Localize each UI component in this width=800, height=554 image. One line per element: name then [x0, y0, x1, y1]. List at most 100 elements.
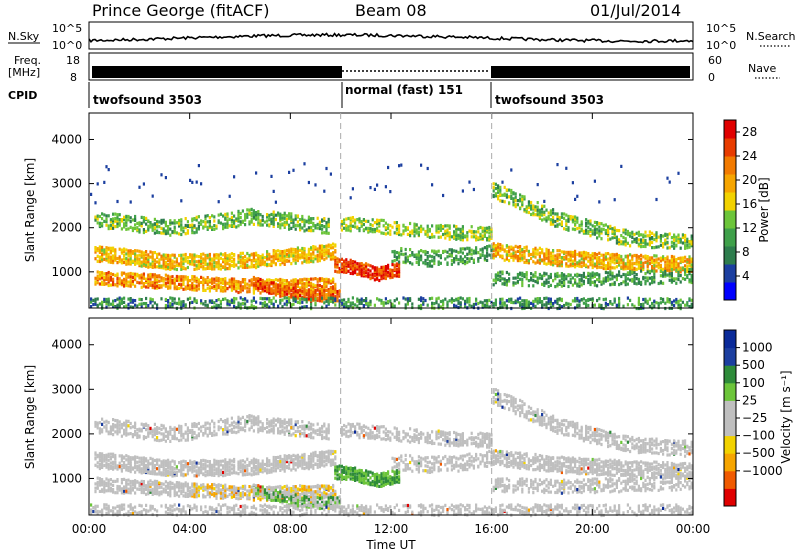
power-cell	[182, 282, 185, 286]
power-cell	[670, 264, 673, 268]
power-cell	[274, 251, 277, 255]
power-cell	[303, 284, 306, 288]
velocity-cell	[112, 452, 115, 456]
power-cell	[651, 269, 654, 273]
noise-trace	[88, 32, 694, 44]
power-cell	[596, 266, 599, 270]
velocity-cell	[98, 427, 101, 431]
power-cell	[611, 231, 614, 235]
power-cell	[556, 223, 559, 227]
power-cell	[398, 254, 401, 258]
power-cell	[538, 272, 541, 277]
velocity-cell	[103, 420, 106, 424]
power-cell	[457, 262, 460, 266]
power-cell	[305, 258, 308, 262]
velocity-cell	[109, 456, 112, 460]
power-cell	[483, 256, 486, 260]
power-cell	[312, 245, 315, 249]
power-cell	[541, 218, 544, 222]
power-cell	[382, 218, 385, 223]
power-cell	[116, 297, 119, 301]
power-cell	[545, 247, 548, 251]
power-cell	[437, 305, 440, 309]
power-cell	[184, 256, 187, 260]
power-cell	[565, 166, 568, 170]
power-cell	[532, 278, 535, 283]
velocity-cell	[94, 451, 97, 455]
velocity-cell	[136, 511, 139, 515]
power-cell	[677, 273, 680, 277]
power-cell	[252, 256, 255, 260]
power-cell	[600, 280, 603, 284]
power-cell	[246, 257, 249, 261]
power-cell	[241, 209, 244, 213]
power-cell	[327, 220, 330, 224]
power-cell	[151, 280, 154, 285]
power-cell	[481, 247, 484, 251]
power-cell	[151, 304, 154, 308]
power-cell	[290, 286, 293, 290]
power-cell	[657, 281, 660, 286]
power-cell	[499, 278, 502, 282]
power-cell	[622, 261, 625, 265]
power-cell	[109, 226, 112, 230]
power-cell	[378, 218, 381, 223]
power-cell	[314, 254, 317, 258]
power-cell	[369, 299, 372, 303]
power-cell	[556, 253, 559, 257]
power-cell	[457, 296, 460, 301]
velocity-cell	[123, 465, 126, 470]
power-cell	[668, 274, 671, 278]
power-cell	[613, 198, 616, 202]
power-cell	[593, 220, 596, 224]
power-cell	[633, 304, 636, 308]
power-cell	[325, 288, 328, 292]
power-cell	[644, 241, 647, 245]
power-cell	[444, 236, 447, 240]
power-cell	[252, 298, 255, 302]
power-cell	[646, 256, 649, 260]
power-cell	[547, 259, 550, 263]
power-cell	[252, 287, 255, 292]
power-cell	[211, 299, 214, 303]
power-cell	[118, 304, 121, 309]
velocity-cell	[101, 456, 104, 460]
power-cell	[574, 280, 577, 284]
power-cell	[393, 259, 396, 263]
power-cell	[96, 254, 99, 258]
velocity-cell	[129, 460, 132, 464]
velocity-cell	[94, 420, 97, 425]
velocity-cell	[109, 478, 112, 482]
power-cell	[530, 212, 533, 217]
velocity-cell	[125, 463, 128, 467]
power-cell	[604, 229, 607, 233]
power-cell	[160, 264, 163, 268]
power-cell	[140, 285, 143, 289]
power-cell	[563, 303, 566, 308]
power-cell	[131, 259, 134, 263]
power-cell	[424, 229, 427, 234]
power-cell	[521, 248, 524, 252]
power-cell	[534, 208, 537, 212]
power-cell	[349, 221, 352, 225]
power-cell	[435, 230, 438, 234]
power-cell	[332, 289, 335, 294]
power-cell	[303, 162, 306, 166]
power-cell	[233, 219, 236, 223]
power-cell	[204, 214, 207, 218]
power-cell	[653, 258, 656, 262]
power-cell	[538, 300, 541, 304]
power-cell	[554, 259, 557, 263]
power-cell	[453, 249, 456, 253]
velocity-cell	[112, 462, 115, 466]
power-cell	[604, 252, 607, 256]
power-cell	[279, 214, 282, 218]
power-cell	[90, 300, 93, 304]
power-cell	[217, 219, 220, 223]
power-cell	[598, 279, 601, 283]
power-cell	[237, 254, 240, 258]
power-cell	[514, 192, 517, 196]
velocity-cell	[105, 503, 108, 507]
power-cell	[527, 200, 530, 204]
power-cell	[580, 220, 583, 224]
